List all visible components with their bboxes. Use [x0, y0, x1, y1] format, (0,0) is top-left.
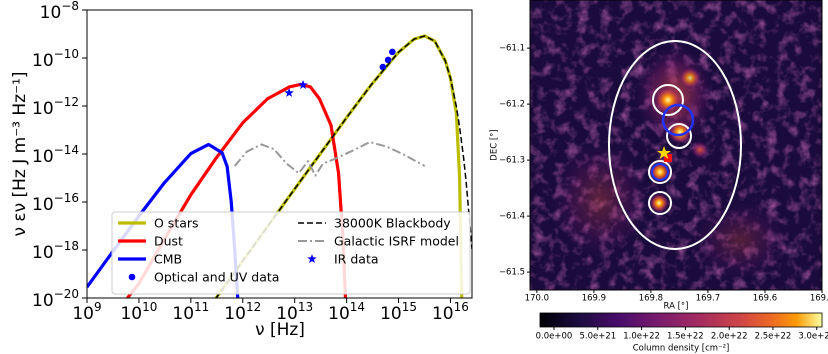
y-tick-label: −61.1 — [499, 44, 525, 54]
circle-marker — [129, 274, 136, 281]
map-image — [530, 0, 822, 290]
figure: ν [Hz] ν εν [Hz J m⁻³ Hz⁻¹] 109101010111… — [0, 0, 828, 354]
legend-label: Optical and UV data — [154, 270, 279, 285]
map-panel: RA [°] DEC [°] Column density [cm⁻²] 170… — [490, 0, 828, 354]
legend-label: 38000K Blackbody — [334, 216, 451, 231]
colorbar-tick-label: 1.0e+22 — [623, 332, 660, 342]
circle-marker — [380, 64, 387, 71]
colorbar-tick-label: 3.0e+22 — [798, 332, 828, 342]
x-tick-label: 169.5 — [810, 294, 828, 304]
x-tick-label: 1011 — [172, 300, 209, 325]
x-tick-label: 1013 — [276, 300, 313, 325]
y-tick-label: 10−10 — [32, 47, 79, 72]
x-tick-label: 169.8 — [639, 294, 663, 304]
x-tick-label: 169.7 — [696, 294, 720, 304]
x-axis-label: RA [°] — [664, 302, 689, 312]
x-tick-label: 1016 — [432, 300, 469, 325]
x-tick-label: 1014 — [328, 300, 365, 325]
x-tick-label: 1010 — [120, 300, 157, 325]
colorbar-tick-label: 1.5e+22 — [667, 332, 704, 342]
y-tick-label: −61.5 — [499, 268, 525, 278]
colorbar-tick-label: 0.0e+00 — [536, 332, 573, 342]
x-tick-label: 1015 — [380, 300, 417, 325]
y-tick-label: −61.4 — [499, 212, 525, 222]
y-tick-label: 10−18 — [32, 239, 79, 264]
x-tick-label: 109 — [72, 300, 101, 325]
colorbar-label: Column density [cm⁻²] — [633, 344, 730, 354]
x-tick-label: 169.9 — [582, 294, 606, 304]
legend-label: Galactic ISRF model — [334, 234, 459, 249]
legend-label: CMB — [154, 252, 182, 267]
colorbar-tick-label: 2.0e+22 — [711, 332, 748, 342]
y-tick-label: −61.3 — [499, 156, 525, 166]
circle-marker — [389, 49, 396, 56]
y-tick-label: 10−12 — [32, 95, 79, 120]
y-tick-label: 10−8 — [40, 0, 79, 23]
colorbar — [540, 313, 822, 327]
legend-label: O stars — [154, 216, 199, 231]
y-tick-label: 10−16 — [32, 191, 79, 216]
legend-label: Dust — [154, 234, 183, 249]
colorbar-tick-label: 5.0e+21 — [579, 332, 616, 342]
x-tick-label: 170.0 — [525, 294, 549, 304]
x-tick-label: 169.6 — [753, 294, 777, 304]
y-tick-label: −61.2 — [499, 100, 525, 110]
y-axis-label: ν εν [Hz J m⁻³ Hz⁻¹] — [10, 71, 30, 236]
y-tick-label: 10−14 — [32, 143, 79, 168]
circle-marker — [385, 57, 392, 64]
colorbar-tick-label: 2.5e+22 — [755, 332, 792, 342]
legend-label: IR data — [334, 252, 379, 267]
